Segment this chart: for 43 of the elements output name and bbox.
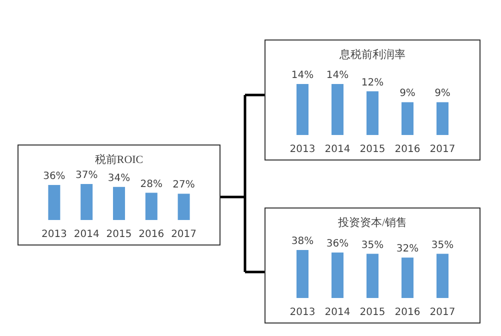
x-tick-label: 2013 xyxy=(290,307,316,318)
x-tick-label: 2016 xyxy=(394,144,420,155)
x-tick-label: 2015 xyxy=(360,144,386,155)
x-tick-label: 2016 xyxy=(394,307,420,318)
data-label: 35% xyxy=(431,240,454,251)
bar xyxy=(332,252,344,298)
x-tick-label: 2016 xyxy=(138,229,164,240)
x-tick-label: 2014 xyxy=(74,229,100,240)
chart-title: 息税前利润率 xyxy=(338,48,406,61)
data-label: 27% xyxy=(172,180,195,191)
bar xyxy=(80,184,93,220)
x-tick-label: 2014 xyxy=(324,307,350,318)
bar xyxy=(366,254,378,298)
data-label: 35% xyxy=(361,240,384,251)
data-label: 34% xyxy=(108,172,130,184)
data-label: 36% xyxy=(326,238,349,250)
chart-title: 税前ROIC xyxy=(94,153,144,166)
chart-title: 投资资本/销售 xyxy=(336,216,408,229)
bar xyxy=(402,258,414,298)
data-label: 9% xyxy=(400,88,416,100)
bar xyxy=(178,194,190,220)
x-tick-label: 2017 xyxy=(430,144,456,155)
x-tick-label: 2015 xyxy=(360,307,386,318)
bar xyxy=(145,192,158,220)
data-label: 9% xyxy=(434,88,450,100)
data-label: 32% xyxy=(396,244,419,255)
bar xyxy=(48,184,60,220)
x-tick-label: 2013 xyxy=(290,144,316,155)
data-label: 36% xyxy=(43,170,66,182)
data-label: 37% xyxy=(75,170,98,181)
data-label: 38% xyxy=(291,236,314,247)
data-label: 28% xyxy=(140,178,163,190)
x-tick-label: 2015 xyxy=(106,229,132,240)
bar xyxy=(296,250,308,298)
data-label: 12% xyxy=(361,77,384,88)
data-label: 14% xyxy=(326,70,349,81)
x-tick-label: 2017 xyxy=(171,229,197,240)
data-label: 14% xyxy=(291,70,314,81)
x-tick-label: 2013 xyxy=(41,229,67,240)
x-tick-label: 2017 xyxy=(430,307,456,318)
bar xyxy=(436,254,448,298)
x-tick-label: 2014 xyxy=(324,144,350,155)
bar xyxy=(113,186,125,220)
